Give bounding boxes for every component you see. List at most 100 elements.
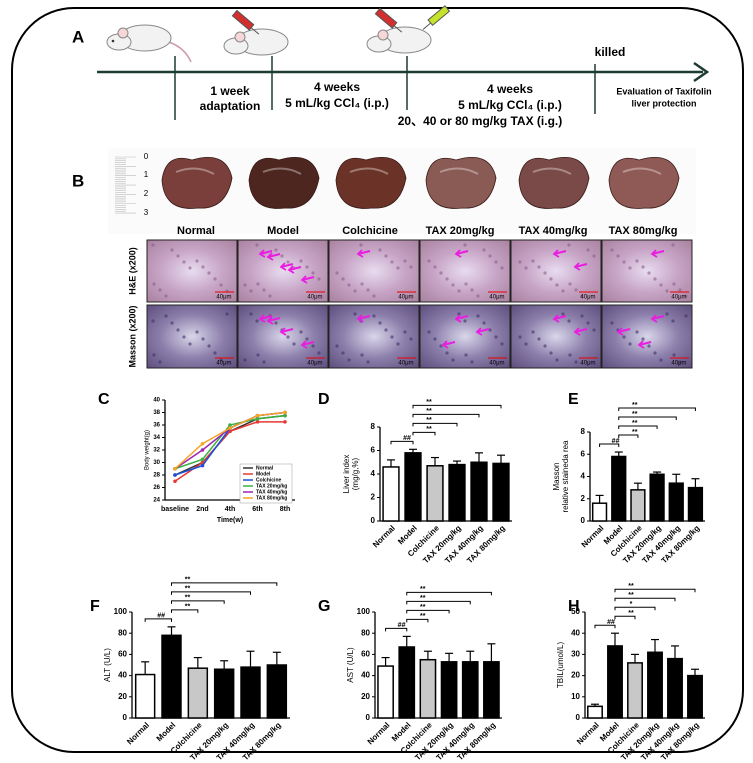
significance-label: * (630, 601, 633, 608)
arrow-head (258, 314, 266, 323)
cell-texture (610, 321, 614, 325)
point (173, 479, 177, 484)
bar (591, 502, 608, 522)
significance-bracket (614, 588, 696, 593)
pathology-arrow (357, 250, 371, 255)
liver-highlight (262, 167, 302, 175)
cell-texture (219, 283, 223, 287)
y-tick-label: 0 (581, 516, 586, 525)
cell-texture (311, 344, 315, 348)
group-name: Model (267, 225, 299, 237)
cell-texture (635, 330, 639, 334)
y-tick-label: 6 (581, 449, 586, 458)
legend-label: Model (256, 471, 271, 477)
legend-label: TAX 80mg/kg (256, 495, 287, 501)
cell-texture (482, 321, 486, 325)
liver-highlight (439, 167, 479, 175)
bar (492, 462, 510, 522)
cell-texture (396, 266, 400, 270)
significance-label: ** (420, 613, 426, 620)
axis (374, 612, 502, 719)
pathology-arrow (280, 328, 294, 333)
pathology-arrow (455, 250, 469, 255)
cell-texture (671, 319, 675, 323)
cell-texture (195, 330, 199, 334)
cell-texture (549, 277, 553, 281)
cell-texture (170, 321, 174, 325)
bar (404, 452, 422, 522)
arrow-head (300, 275, 308, 284)
cell-texture (628, 342, 632, 346)
cell-texture (170, 248, 174, 252)
cell-texture (567, 319, 571, 323)
scale-bar: 40μm (307, 361, 322, 367)
cell-texture (403, 330, 407, 334)
cell-texture (378, 248, 382, 252)
y-tick-label: 2 (581, 494, 586, 503)
y-axis-label: Liver index (342, 455, 351, 494)
cell-texture (641, 337, 645, 341)
group-name: TAX 20mg/kg (426, 225, 495, 237)
bar (187, 667, 209, 719)
arrow-head (573, 327, 581, 336)
cell-texture (672, 282, 676, 286)
significance-label: ** (185, 577, 191, 584)
pathology-arrow (574, 263, 588, 268)
pathology-arrow (288, 266, 302, 271)
cell-texture (311, 271, 315, 275)
cell-texture (488, 328, 492, 332)
cell-texture (249, 312, 253, 316)
bar (607, 645, 623, 719)
significance-label: ** (185, 604, 191, 611)
significance-bracket (412, 413, 480, 418)
arrow-head (454, 314, 462, 323)
axis (589, 432, 705, 522)
liver-highlight (175, 167, 215, 175)
pathology-arrow (357, 315, 371, 320)
group-name: Normal (177, 225, 215, 237)
y-tick-label: 0 (366, 713, 371, 722)
row-label: H&E (x200) (127, 247, 137, 295)
panel-label: H (568, 598, 580, 615)
cell-texture (409, 337, 413, 341)
cell-texture (531, 259, 535, 263)
y-tick-label: 10 (571, 692, 580, 701)
cell-texture (158, 360, 162, 364)
y-tick-label: 40 (361, 671, 370, 680)
cell-texture (494, 260, 498, 264)
significance-label: ** (426, 408, 432, 415)
cell-texture (574, 360, 578, 364)
cell-texture (622, 260, 626, 264)
ruler-label: 1 (144, 170, 149, 179)
scale-bar: 40μm (216, 295, 231, 301)
cell-texture (207, 344, 211, 348)
y-tick-label: 20 (571, 671, 580, 680)
cell-texture (500, 266, 504, 270)
y-axis-label: Masson (552, 462, 561, 490)
arrow-head (650, 314, 658, 323)
frame (11, 7, 744, 753)
cell-texture (678, 360, 682, 364)
cell-texture (580, 294, 584, 298)
cell-texture (671, 243, 675, 247)
group-name: TAX 40mg/kg (519, 225, 588, 237)
cell-texture (659, 358, 663, 362)
cell-texture (451, 358, 455, 362)
significance-bracket (171, 609, 199, 613)
significance-label: ** (420, 586, 426, 593)
cell-texture (537, 337, 541, 341)
scale-bar: 40μm (398, 361, 413, 367)
arrow-head (552, 314, 560, 323)
cell-texture (464, 353, 468, 357)
histology-image (419, 239, 511, 303)
legend-label: Colchicine (256, 477, 282, 483)
cell-texture (592, 254, 596, 258)
cell-texture (360, 353, 364, 357)
liver-highlight (532, 167, 572, 175)
cell-texture (335, 271, 339, 275)
cell-texture (188, 342, 192, 346)
liver-photo (161, 156, 233, 209)
cell-texture (488, 254, 492, 258)
pathology-arrow (476, 328, 490, 333)
significance-label: ** (632, 420, 638, 427)
